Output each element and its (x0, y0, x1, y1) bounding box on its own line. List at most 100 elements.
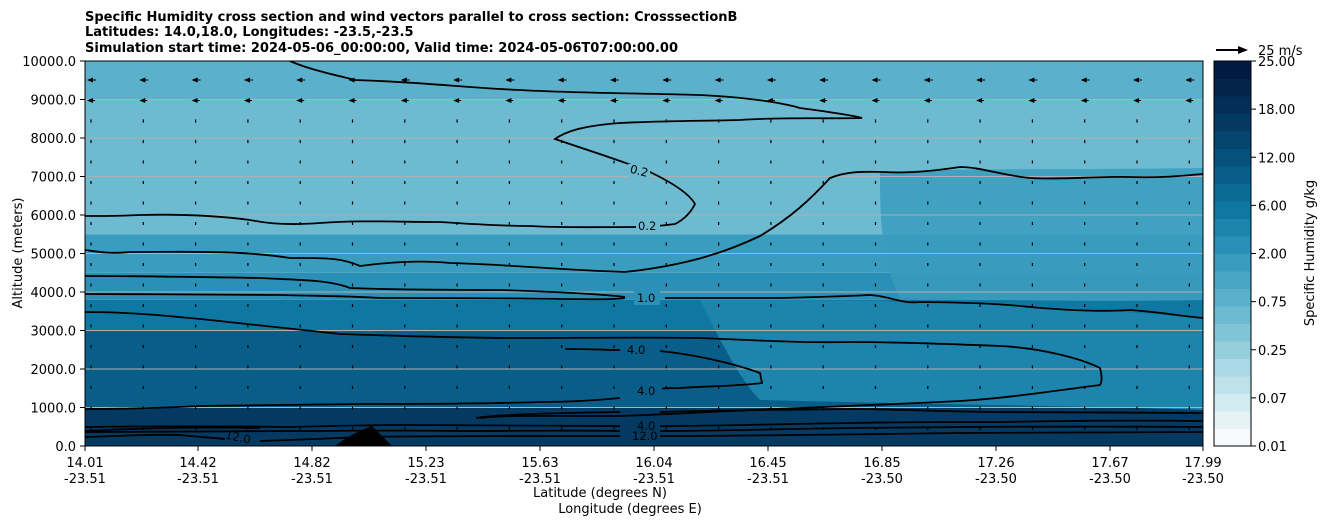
wind-vector (819, 77, 829, 83)
x-tick-label-lat: 17.26 (977, 456, 1014, 471)
x-tick-label-lat: 17.67 (1091, 456, 1128, 471)
x-tick-label-lon: -23.51 (177, 472, 219, 487)
wind-vector-head (871, 98, 878, 103)
wind-vectors (87, 77, 1195, 430)
contour-label: 0.2 (629, 162, 650, 180)
wind-vector (348, 98, 357, 103)
y-tick-label: 1000.0 (31, 402, 77, 417)
contour-label: 12.0 (632, 429, 658, 443)
wind-vector-head (453, 77, 460, 83)
contour-line-surface-4 (475, 408, 1203, 419)
wind-vector-head (505, 98, 512, 103)
contour-label: 4.0 (637, 419, 655, 433)
colorbar-label: Specific Humidity g/kg (1303, 180, 1318, 326)
colorbar-tick-label: 0.25 (1258, 344, 1287, 359)
wind-vector (610, 77, 619, 83)
wind-vector (662, 77, 672, 83)
colorbar-segment (1214, 61, 1251, 79)
x-tick-label-lon: -23.51 (747, 472, 789, 487)
x-tick-label-lat: 14.42 (179, 456, 216, 471)
wind-vector-head (610, 77, 616, 83)
colorbar-tick-label: 6.00 (1258, 199, 1287, 214)
wind-key-label: 25 m/s (1258, 44, 1303, 59)
wind-vector-head (610, 98, 616, 103)
wind-vector (1185, 77, 1195, 83)
wind-vector (1028, 98, 1037, 103)
x-tick-label-lat: 14.01 (66, 456, 103, 471)
wind-vector-head (191, 98, 198, 103)
wind-vector (348, 77, 358, 83)
wind-vector (976, 77, 986, 83)
wind-vector (191, 98, 200, 103)
colorbar-segment (1214, 148, 1251, 167)
title-line-1: Specific Humidity cross section and wind… (85, 10, 737, 25)
colorbar-ticks: 0.01 0.07 0.25 0.75 2.00 6.00 12.00 18.00 25.00 (1251, 55, 1295, 455)
colorbar-segment (1214, 183, 1251, 202)
wind-vector-head (662, 98, 669, 103)
x-tick-label-lat: 17.99 (1184, 456, 1221, 471)
colorbar-segment (1214, 253, 1251, 272)
wind-vector (296, 98, 305, 103)
wind-vector (400, 98, 409, 103)
wind-vector-head (87, 98, 93, 103)
wind-vector (923, 98, 932, 103)
colorbar-segment (1214, 358, 1251, 377)
x-axis-label-longitude: Longitude (degrees E) (558, 502, 702, 517)
title-line-2: Latitudes: 14.0,18.0, Longitudes: -23.5,… (85, 25, 414, 40)
y-axis-label: Altitude (meters) (11, 198, 26, 309)
x-tick-label-lon: -23.51 (291, 472, 333, 487)
wind-vector-head (139, 77, 146, 83)
wind-vector-head (871, 77, 878, 83)
wind-vector (766, 77, 776, 83)
wind-vector-head (400, 77, 407, 83)
wind-vector (610, 98, 618, 103)
x-tick-label-lon: -23.50 (1089, 472, 1131, 487)
wind-vector-head (976, 77, 983, 83)
y-tick-label: 2000.0 (31, 363, 77, 378)
wind-vector (714, 77, 724, 83)
colorbar-tick-label: 25.00 (1258, 55, 1295, 70)
wind-vector-head (766, 98, 773, 103)
colorbar-segment (1214, 376, 1251, 394)
y-tick-label: 4000.0 (31, 286, 77, 301)
contour-lines (85, 61, 1203, 446)
plot-area: 0.2 0.2 1.0 4.0 4.0 4.0 12.0 12.0 (85, 61, 1203, 446)
wind-vector (976, 98, 985, 103)
wind-vector-head (1028, 98, 1035, 103)
wind-vector-head (976, 98, 983, 103)
wind-vector (557, 98, 566, 103)
wind-vector (139, 98, 148, 103)
colorbar-segment (1214, 271, 1251, 289)
wind-vector (400, 77, 410, 83)
contour-line-mid-5000 (85, 249, 626, 273)
colorbar-tick-label: 12.00 (1258, 151, 1295, 166)
wind-vector-head (296, 98, 303, 103)
wind-vector (766, 98, 775, 103)
colorbar-segment (1214, 201, 1251, 219)
x-tick-label-lon: -23.50 (975, 472, 1017, 487)
wind-vector (1028, 77, 1038, 83)
x-tick-label-lat: 16.04 (635, 456, 672, 471)
wind-vector (871, 98, 880, 103)
wind-vector (1133, 98, 1141, 103)
x-axis-label-latitude: Latitude (degrees N) (533, 486, 667, 501)
y-tick-label: 0.0 (55, 440, 76, 455)
wind-vector-head (1185, 77, 1192, 83)
gridlines (85, 61, 1203, 446)
title-line-3: Simulation start time: 2024-05-06_00:00:… (85, 41, 678, 56)
wind-vector-head (87, 77, 93, 83)
x-tick-label-lat: 15.63 (521, 456, 558, 471)
wind-key-arrowhead (1238, 46, 1248, 54)
y-tick-label: 10000.0 (22, 55, 76, 70)
wind-vector-head (1185, 98, 1192, 103)
colorbar-segment (1214, 113, 1251, 132)
wind-vector (139, 77, 149, 83)
wind-vector (662, 98, 671, 103)
contour-label: 4.0 (627, 343, 645, 357)
y-tick-label: 3000.0 (31, 325, 77, 340)
x-tick-label-lat: 16.85 (863, 456, 900, 471)
colorbar-tick-label: 0.07 (1258, 392, 1287, 407)
contour-line-0.2-right (624, 166, 1203, 273)
x-tick-label-lon: -23.51 (633, 472, 675, 487)
y-tick-label: 5000.0 (31, 248, 77, 263)
